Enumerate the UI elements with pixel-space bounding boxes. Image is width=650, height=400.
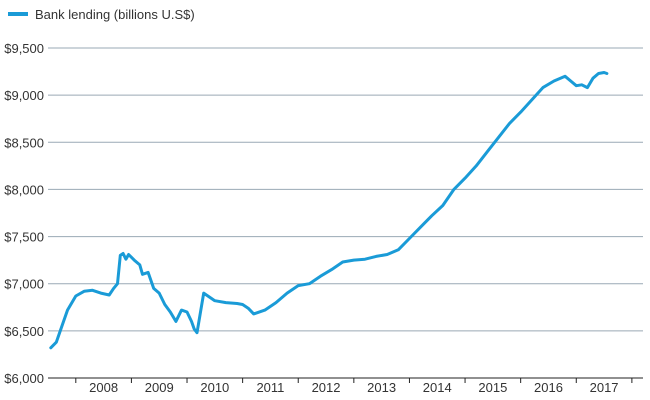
gridlines	[48, 47, 643, 332]
y-tick-label: $7,500	[4, 230, 44, 245]
x-tick-label: 2014	[423, 380, 452, 395]
series-line-bank-lending	[49, 71, 609, 350]
x-tick-label: 2009	[145, 380, 174, 395]
legend-label: Bank lending (billions U.S$)	[35, 7, 195, 22]
y-tick-label: $7,000	[4, 277, 44, 292]
y-tick-label: $6,000	[4, 371, 44, 386]
x-tick-label: 2013	[367, 380, 396, 395]
x-tick-label: 2015	[478, 380, 507, 395]
x-tick-label: 2016	[534, 380, 563, 395]
y-axis-ticks: $6,000 $6,500 $7,000 $7,500 $8,000 $8,500 $9,0…	[4, 41, 44, 386]
y-tick-label: $9,500	[4, 41, 44, 56]
x-axis-ticks: 2008 2009 2010 2011 2012 2013 2014 2015 2016 2017	[75, 378, 633, 395]
y-tick-label: $9,000	[4, 88, 44, 103]
y-tick-label: $8,500	[4, 135, 44, 150]
y-tick-label: $8,000	[4, 182, 44, 197]
x-tick-label: 2012	[312, 380, 341, 395]
x-tick-label: 2010	[200, 380, 229, 395]
x-tick-label: 2008	[89, 380, 118, 395]
y-tick-label: $6,500	[4, 324, 44, 339]
x-tick-label: 2017	[590, 380, 619, 395]
x-tick-label: 2011	[256, 380, 284, 395]
legend: Bank lending (billions U.S$)	[8, 7, 195, 22]
